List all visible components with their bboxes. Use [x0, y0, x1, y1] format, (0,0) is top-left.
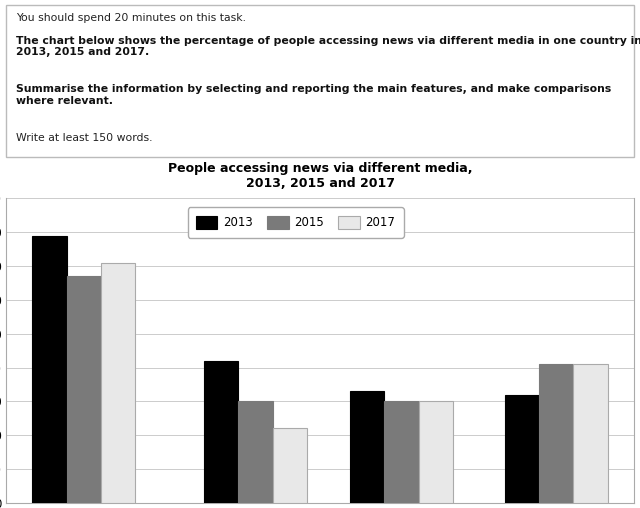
Bar [204, 361, 238, 503]
Bar [573, 364, 608, 503]
Bar [539, 364, 573, 503]
Legend: 2013, 2015, 2017: 2013, 2015, 2017 [188, 207, 404, 238]
Bar [67, 276, 101, 503]
Bar [419, 401, 453, 503]
Text: You should spend 20 minutes on this task.: You should spend 20 minutes on this task… [16, 13, 246, 23]
Text: Summarise the information by selecting and reporting the main features, and make: Summarise the information by selecting a… [16, 84, 611, 106]
Bar [505, 395, 539, 503]
Bar [101, 263, 135, 503]
Bar [32, 236, 67, 503]
Bar [238, 401, 273, 503]
Text: The chart below shows the percentage of people accessing news via different medi: The chart below shows the percentage of … [16, 36, 640, 57]
Bar [273, 428, 307, 503]
Text: Write at least 150 words.: Write at least 150 words. [16, 133, 152, 143]
Title: People accessing news via different media,
2013, 2015 and 2017: People accessing news via different medi… [168, 163, 472, 190]
Bar [385, 401, 419, 503]
Bar [350, 391, 385, 503]
